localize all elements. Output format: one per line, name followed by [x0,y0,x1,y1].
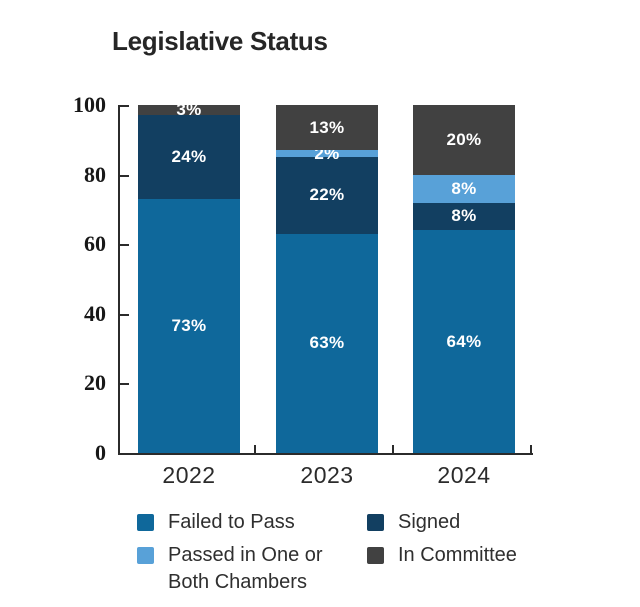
legend-label: Signed [398,511,461,533]
legend-swatch-icon [137,514,154,531]
bar-segment [276,105,378,150]
y-tick-label: 0 [95,440,106,465]
legend-label: Failed to Pass [168,511,295,533]
x-axis-line [118,453,533,455]
y-axis-tick [120,244,129,246]
y-tick-label: 100 [73,92,106,117]
bar-segment [276,150,378,157]
bar-segment [276,157,378,234]
bar-segment [138,115,240,199]
bar-segment [413,175,515,203]
y-tick-label: 60 [84,231,106,256]
bar-segment [138,199,240,453]
bar-segment-label: 8% [451,206,477,225]
x-axis-tick [254,445,256,453]
x-tick-label: 2023 [300,462,354,488]
bar-segment-label: 64% [446,332,482,351]
bar-segment-label: 63% [309,333,345,352]
bar-segment-label: 3% [176,100,202,119]
legend-item: Failed to Pass [137,511,295,536]
y-tick-label: 20 [84,370,106,395]
chart-title: Legislative Status [112,26,328,56]
bar-segment-label: 8% [451,179,477,198]
y-axis-tick [120,314,129,316]
bar-segment [138,105,240,115]
x-axis-tick [392,445,394,453]
y-tick-label: 80 [84,162,106,187]
legend-swatch-icon [137,547,154,564]
x-axis-tick [530,445,532,453]
bar-segment [413,105,515,175]
y-axis-tick [120,105,129,107]
x-tick-label: 2024 [437,462,491,488]
legend-swatch-icon [367,547,384,564]
legend-label: Passed in One or Both Chambers [168,544,323,593]
legend-item: Passed in One or Both Chambers [137,544,343,596]
bar-segment-label: 13% [309,118,345,137]
x-tick-label: 2022 [162,462,216,488]
y-tick-label: 40 [84,301,106,326]
legend-label: In Committee [398,544,517,566]
legend-item: In Committee [367,544,517,569]
y-axis-line [118,105,120,455]
bar-segment [413,230,515,453]
bar-segment [276,234,378,453]
bar-segment-label: 22% [309,185,345,204]
bar-segment-label: 73% [171,316,207,335]
bar-segment-label: 20% [446,130,482,149]
bar-segment-label: 24% [171,147,207,166]
bar-segment [413,202,515,230]
y-axis-tick [120,383,129,385]
legend-swatch-icon [367,514,384,531]
legend-item: Signed [367,511,460,536]
y-axis-tick [120,175,129,177]
